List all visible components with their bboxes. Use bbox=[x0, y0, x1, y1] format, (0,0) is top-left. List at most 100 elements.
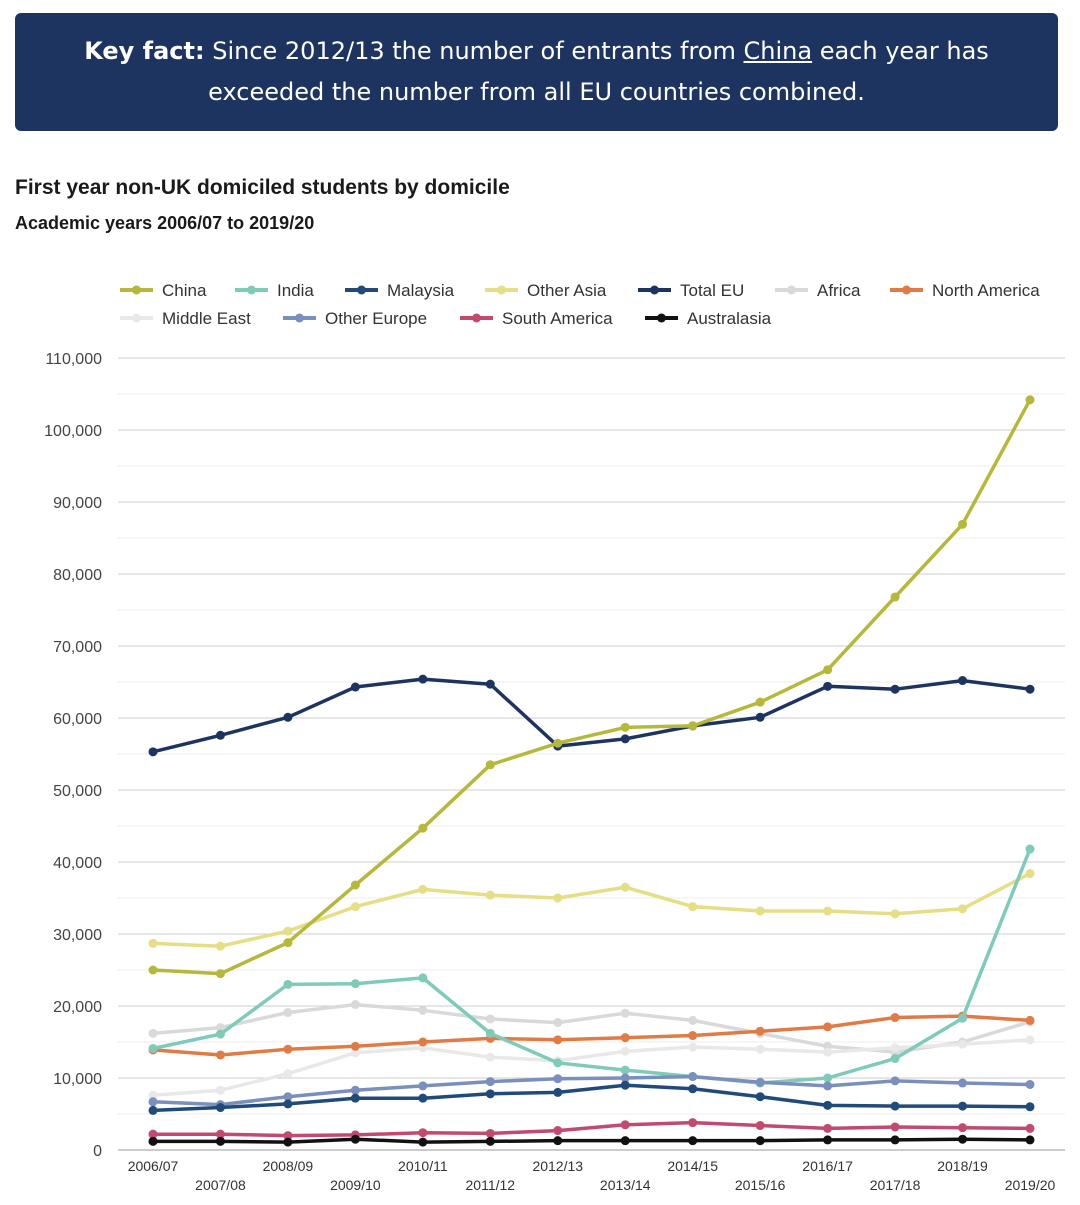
chart-subtitle: Academic years 2006/07 to 2019/20 bbox=[15, 213, 315, 233]
data-point bbox=[688, 1084, 698, 1094]
legend-label: South America bbox=[502, 309, 613, 328]
data-point bbox=[958, 904, 968, 914]
data-point bbox=[215, 1129, 225, 1139]
data-point bbox=[620, 1080, 630, 1090]
data-point bbox=[1025, 1135, 1035, 1145]
data-point bbox=[755, 906, 765, 916]
data-point bbox=[688, 1015, 698, 1025]
y-tick-label: 50,000 bbox=[53, 783, 102, 800]
china-link[interactable]: China bbox=[743, 37, 813, 65]
data-point bbox=[1025, 844, 1035, 854]
x-tick-label: 2008/09 bbox=[263, 1158, 314, 1174]
data-point bbox=[350, 1134, 360, 1144]
data-point bbox=[1025, 1123, 1035, 1133]
data-point bbox=[958, 1078, 968, 1088]
data-point bbox=[688, 721, 698, 731]
data-point bbox=[215, 969, 225, 979]
key-fact-text: Key fact: Since 2012/13 the number of en… bbox=[75, 31, 998, 113]
data-point bbox=[485, 1028, 495, 1038]
data-point bbox=[890, 1013, 900, 1023]
data-point bbox=[823, 906, 833, 916]
data-point bbox=[553, 1035, 563, 1045]
legend-label: Africa bbox=[817, 281, 861, 300]
data-point bbox=[553, 1058, 563, 1068]
y-tick-label: 70,000 bbox=[53, 639, 102, 656]
y-tick-label: 20,000 bbox=[53, 999, 102, 1016]
series-line-malaysia bbox=[151, 1083, 1032, 1113]
data-point bbox=[485, 1077, 495, 1087]
series-line-other-asia bbox=[151, 871, 1032, 948]
data-point bbox=[350, 682, 360, 692]
data-point bbox=[620, 882, 630, 892]
y-tick-label: 100,000 bbox=[44, 423, 102, 440]
y-tick-label: 0 bbox=[93, 1143, 102, 1160]
data-point bbox=[1025, 395, 1035, 405]
legend-swatch-dot bbox=[132, 313, 141, 323]
data-point bbox=[620, 1073, 630, 1083]
legend-label: Australasia bbox=[687, 309, 772, 328]
data-point bbox=[148, 965, 158, 975]
data-point bbox=[283, 1137, 293, 1147]
data-point bbox=[620, 1136, 630, 1146]
data-point bbox=[418, 973, 428, 983]
data-point bbox=[485, 679, 495, 689]
data-point bbox=[148, 1028, 158, 1038]
legend-item-malaysia: Malaysia bbox=[345, 281, 455, 300]
data-point bbox=[890, 909, 900, 919]
line-chart: China India Malaysia Other Asia Total EU Afri… bbox=[44, 281, 1065, 1193]
legend-label: Malaysia bbox=[387, 281, 455, 300]
x-tick-label: 2010/11 bbox=[398, 1158, 448, 1174]
data-point bbox=[350, 1085, 360, 1095]
data-point bbox=[485, 760, 495, 770]
data-point bbox=[620, 1046, 630, 1056]
data-point bbox=[215, 1085, 225, 1095]
data-point bbox=[418, 1093, 428, 1103]
key-fact-label: Key fact: bbox=[84, 37, 205, 65]
series-north-america bbox=[148, 1011, 1035, 1060]
series-line-africa bbox=[151, 1002, 1032, 1054]
y-tick-label: 60,000 bbox=[53, 711, 102, 728]
key-fact-banner: Key fact: Since 2012/13 the number of en… bbox=[15, 13, 1058, 131]
key-fact-text-before: Since 2012/13 the number of entrants fro… bbox=[204, 37, 744, 65]
y-axis: 0 10,000 20,000 30,000 40,000 50,000 60,000 70,… bbox=[44, 351, 102, 1160]
data-point bbox=[215, 730, 225, 740]
data-point bbox=[755, 1092, 765, 1102]
data-point bbox=[958, 1013, 968, 1023]
data-point bbox=[418, 1137, 428, 1147]
data-point bbox=[283, 1069, 293, 1079]
data-point bbox=[283, 1099, 293, 1109]
legend-swatch-dot bbox=[657, 313, 666, 323]
data-point bbox=[890, 1135, 900, 1145]
data-point bbox=[823, 1135, 833, 1145]
x-tick-label: 2007/08 bbox=[195, 1177, 246, 1193]
data-point bbox=[755, 1121, 765, 1131]
x-tick-label: 2006/07 bbox=[128, 1158, 179, 1174]
data-point bbox=[553, 1074, 563, 1084]
legend-item-total-eu: Total EU bbox=[638, 281, 744, 300]
data-point bbox=[418, 1037, 428, 1047]
data-point bbox=[755, 1026, 765, 1036]
y-tick-label: 110,000 bbox=[45, 351, 102, 368]
data-point bbox=[215, 1023, 225, 1033]
legend-swatch-dot bbox=[902, 285, 911, 295]
data-point bbox=[148, 1097, 158, 1107]
y-tick-label: 40,000 bbox=[53, 855, 102, 872]
data-point bbox=[553, 738, 563, 748]
x-tick-label: 2014/15 bbox=[667, 1158, 718, 1174]
data-point bbox=[958, 1101, 968, 1111]
data-point bbox=[148, 1136, 158, 1146]
legend-label: Other Asia bbox=[527, 281, 607, 300]
series-australasia bbox=[148, 1134, 1035, 1147]
data-point bbox=[418, 674, 428, 684]
legend-label: India bbox=[277, 281, 314, 300]
data-point bbox=[823, 665, 833, 675]
legend-swatch-dot bbox=[497, 285, 506, 295]
data-point bbox=[418, 884, 428, 894]
data-point bbox=[148, 1043, 158, 1053]
data-point bbox=[1025, 1102, 1035, 1112]
series-other-asia bbox=[148, 869, 1035, 951]
x-tick-label: 2011/12 bbox=[466, 1177, 516, 1193]
x-axis: 2006/07 2007/08 2008/09 2009/10 2010/11 2011/… bbox=[128, 1158, 1056, 1193]
series-line-india bbox=[151, 847, 1032, 1085]
data-point bbox=[553, 1136, 563, 1146]
